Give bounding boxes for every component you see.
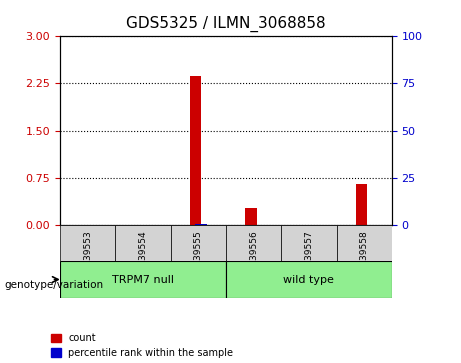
- Text: GSM1339553: GSM1339553: [83, 231, 92, 291]
- Bar: [189, 76, 201, 225]
- Bar: [245, 208, 257, 225]
- Text: wild type: wild type: [284, 274, 334, 285]
- FancyBboxPatch shape: [226, 225, 281, 261]
- FancyBboxPatch shape: [115, 225, 171, 261]
- Text: GSM1339558: GSM1339558: [360, 231, 369, 291]
- Text: GSM1339556: GSM1339556: [249, 231, 258, 291]
- Bar: [355, 184, 367, 225]
- FancyBboxPatch shape: [60, 225, 115, 261]
- Text: GSM1339554: GSM1339554: [138, 231, 148, 291]
- FancyBboxPatch shape: [281, 225, 337, 261]
- FancyBboxPatch shape: [171, 225, 226, 261]
- FancyBboxPatch shape: [60, 261, 226, 298]
- Legend: count, percentile rank within the sample: count, percentile rank within the sample: [51, 333, 233, 358]
- Title: GDS5325 / ILMN_3068858: GDS5325 / ILMN_3068858: [126, 16, 326, 32]
- Text: GSM1339555: GSM1339555: [194, 231, 203, 291]
- Bar: [195, 224, 207, 225]
- FancyBboxPatch shape: [226, 261, 392, 298]
- FancyBboxPatch shape: [337, 225, 392, 261]
- Text: genotype/variation: genotype/variation: [5, 280, 104, 290]
- Text: TRPM7 null: TRPM7 null: [112, 274, 174, 285]
- Text: GSM1339557: GSM1339557: [304, 231, 313, 291]
